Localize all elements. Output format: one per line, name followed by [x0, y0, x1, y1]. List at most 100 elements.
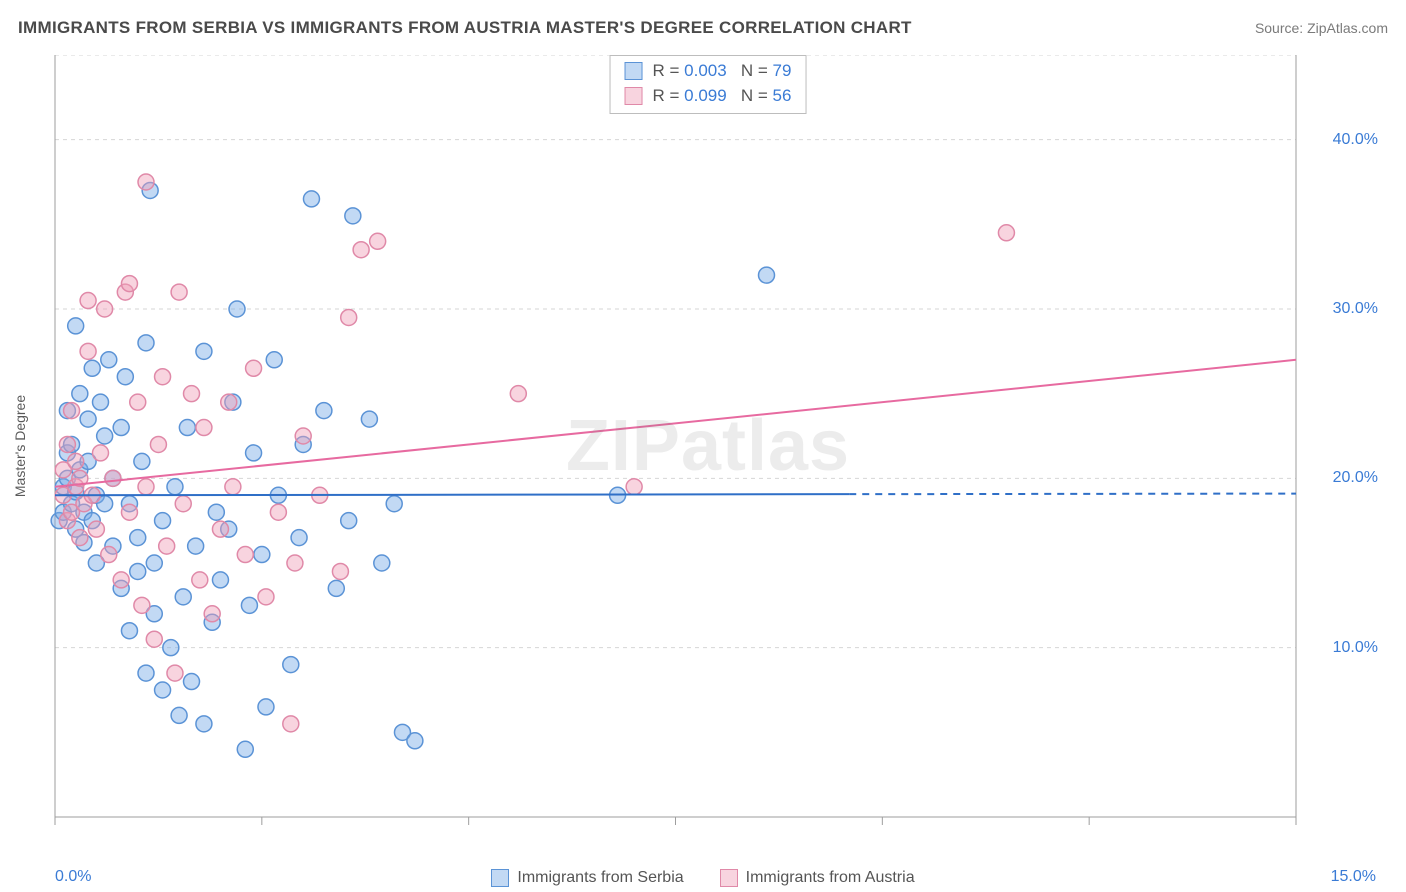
scatter-point [332, 563, 348, 579]
scatter-point [179, 420, 195, 436]
scatter-point [254, 547, 270, 563]
scatter-point [283, 716, 299, 732]
scatter-point [101, 547, 117, 563]
legend-swatch [625, 87, 643, 105]
scatter-point [88, 521, 104, 537]
legend-row: R = 0.003 N = 79 [625, 59, 792, 84]
scatter-point [225, 479, 241, 495]
scatter-point [171, 284, 187, 300]
series-legend-entry: Immigrants from Austria [720, 869, 915, 887]
scatter-point [196, 716, 212, 732]
scatter-point [184, 674, 200, 690]
scatter-point [270, 504, 286, 520]
scatter-point [68, 453, 84, 469]
series-legend-entry: Immigrants from Serbia [491, 869, 683, 887]
trend-line [55, 360, 1296, 487]
legend-swatch [625, 62, 643, 80]
scatter-point [68, 318, 84, 334]
scatter-point [328, 580, 344, 596]
scatter-point [246, 360, 262, 376]
scatter-point [97, 301, 113, 317]
scatter-point [283, 657, 299, 673]
scatter-point [316, 403, 332, 419]
scatter-point [155, 513, 171, 529]
scatter-point [258, 699, 274, 715]
scatter-point [237, 741, 253, 757]
scatter-point [246, 445, 262, 461]
scatter-point [80, 411, 96, 427]
chart-title: IMMIGRANTS FROM SERBIA VS IMMIGRANTS FRO… [18, 18, 912, 38]
scatter-point [150, 436, 166, 452]
scatter-point [295, 428, 311, 444]
scatter-point [167, 479, 183, 495]
scatter-point [353, 242, 369, 258]
scatter-point [374, 555, 390, 571]
correlation-legend: R = 0.003 N = 79R = 0.099 N = 56 [610, 55, 807, 114]
scatter-point [121, 276, 137, 292]
legend-text: R = 0.003 N = 79 [653, 59, 792, 84]
scatter-point [138, 665, 154, 681]
scatter-point [196, 420, 212, 436]
trend-line-extrapolated [849, 494, 1296, 495]
scatter-point [237, 547, 253, 563]
legend-text: R = 0.099 N = 56 [653, 84, 792, 109]
scatter-point [138, 174, 154, 190]
trend-line [55, 494, 849, 495]
scatter-point [146, 555, 162, 571]
scatter-point [258, 589, 274, 605]
y-axis-label: Master's Degree [12, 395, 28, 497]
legend-swatch [720, 869, 738, 887]
scatter-point [759, 267, 775, 283]
scatter-point [175, 496, 191, 512]
legend-row: R = 0.099 N = 56 [625, 84, 792, 109]
scatter-point [134, 597, 150, 613]
scatter-point [121, 623, 137, 639]
scatter-point [138, 479, 154, 495]
y-axis-tick: 20.0% [1333, 469, 1378, 487]
scatter-point [998, 225, 1014, 241]
source-label: Source: ZipAtlas.com [1255, 20, 1388, 36]
scatter-point [72, 386, 88, 402]
scatter-point [341, 513, 357, 529]
scatter-point [510, 386, 526, 402]
scatter-point [159, 538, 175, 554]
scatter-point [113, 572, 129, 588]
legend-swatch [491, 869, 509, 887]
y-axis-tick: 10.0% [1333, 639, 1378, 657]
scatter-point [117, 369, 133, 385]
scatter-point [80, 343, 96, 359]
scatter-point [196, 343, 212, 359]
scatter-point [345, 208, 361, 224]
scatter-point [130, 563, 146, 579]
scatter-point [101, 352, 117, 368]
scatter-point [341, 309, 357, 325]
scatter-plot-svg [30, 55, 1386, 837]
series-legend: Immigrants from Serbia Immigrants from Au… [0, 869, 1406, 887]
scatter-point [212, 521, 228, 537]
scatter-point [134, 453, 150, 469]
scatter-point [171, 707, 187, 723]
scatter-point [266, 352, 282, 368]
scatter-point [184, 386, 200, 402]
scatter-point [287, 555, 303, 571]
scatter-point [64, 403, 80, 419]
scatter-point [93, 394, 109, 410]
scatter-point [361, 411, 377, 427]
scatter-point [229, 301, 245, 317]
scatter-point [155, 369, 171, 385]
scatter-point [97, 428, 113, 444]
series-label: Immigrants from Serbia [517, 869, 683, 887]
scatter-point [130, 530, 146, 546]
scatter-point [130, 394, 146, 410]
y-axis-tick: 40.0% [1333, 131, 1378, 149]
scatter-point [192, 572, 208, 588]
scatter-point [84, 360, 100, 376]
scatter-point [188, 538, 204, 554]
scatter-point [291, 530, 307, 546]
scatter-point [163, 640, 179, 656]
scatter-point [241, 597, 257, 613]
scatter-point [204, 606, 220, 622]
scatter-point [386, 496, 402, 512]
scatter-point [121, 504, 137, 520]
scatter-point [626, 479, 642, 495]
